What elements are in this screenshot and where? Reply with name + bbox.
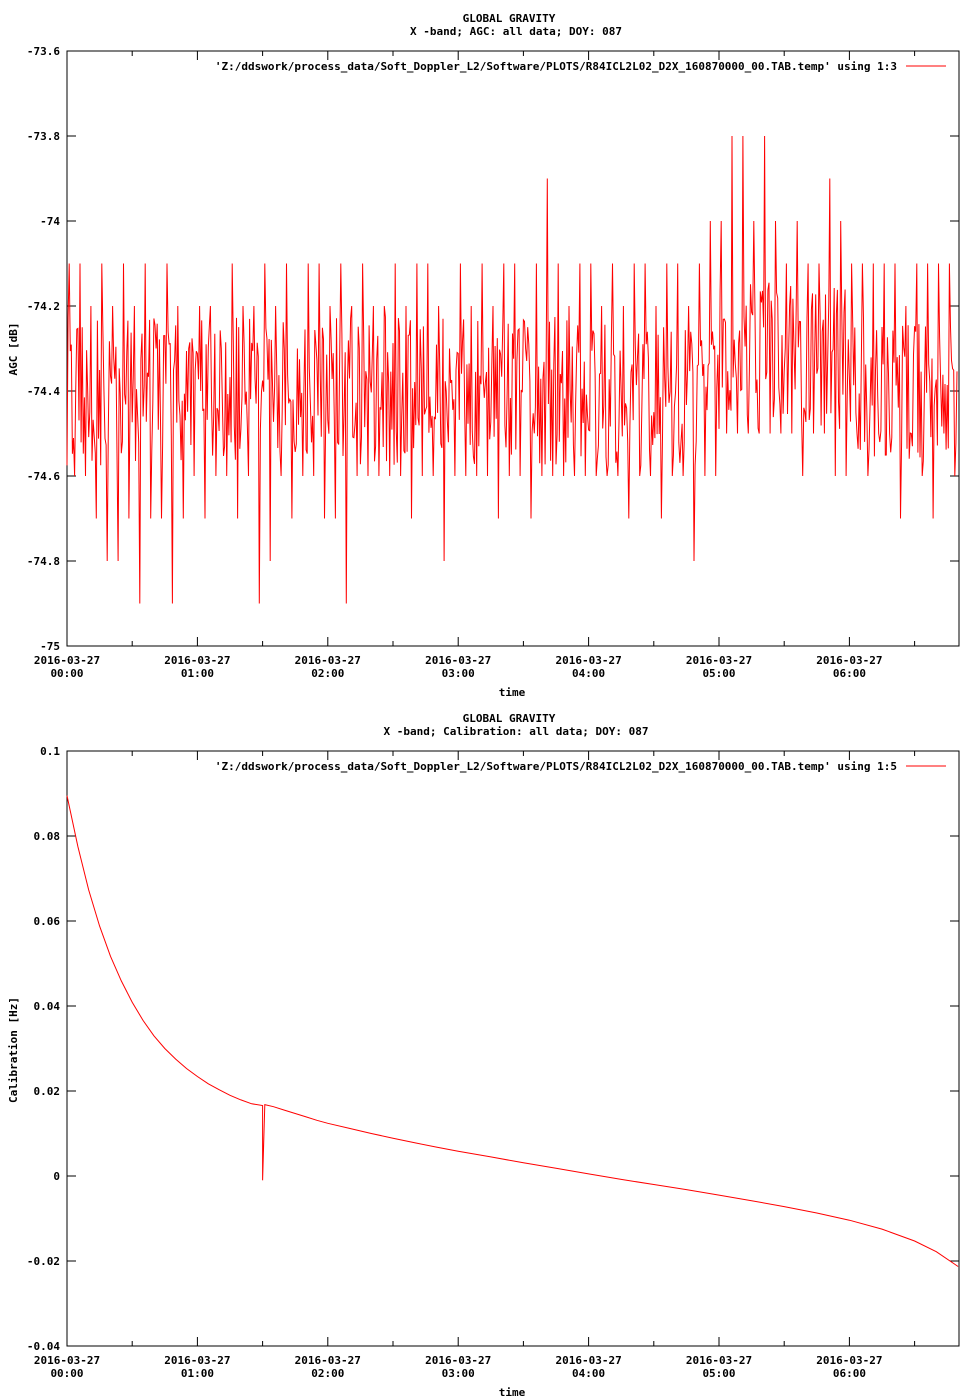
calibration-x-axis-label: time — [499, 1386, 526, 1399]
agc-y-axis-label: AGC [dB] — [7, 323, 20, 376]
agc-chart-subtitle: X -band; AGC: all data; DOY: 087 — [410, 25, 622, 38]
agc-chart: GLOBAL GRAVITY X -band; AGC: all data; D… — [7, 12, 960, 699]
agc-x-axis-label: time — [499, 686, 526, 699]
calibration-y-tick-label: 0.1 — [40, 745, 60, 758]
agc-x-tick-time: 04:00 — [572, 667, 605, 680]
calibration-legend-label: 'Z:/ddswork/process_data/Soft_Doppler_L2… — [215, 760, 897, 773]
agc-x-tick-time: 01:00 — [181, 667, 214, 680]
calibration-x-ticks: 2016-03-2700:002016-03-2701:002016-03-27… — [34, 751, 916, 1380]
agc-x-tick-time: 05:00 — [702, 667, 735, 680]
calibration-y-tick-label: -0.02 — [27, 1255, 60, 1268]
agc-y-tick-label: -75 — [40, 640, 60, 653]
agc-y-tick-label: -73.6 — [27, 45, 60, 58]
agc-x-ticks: 2016-03-2700:002016-03-2701:002016-03-27… — [34, 51, 916, 680]
calibration-x-tick-time: 02:00 — [311, 1367, 344, 1380]
calibration-chart: GLOBAL GRAVITY X -band; Calibration: all… — [7, 712, 960, 1399]
agc-x-tick-date: 2016-03-27 — [686, 654, 752, 667]
calibration-x-tick-time: 03:00 — [442, 1367, 475, 1380]
agc-y-tick-label: -74.6 — [27, 470, 60, 483]
agc-y-tick-label: -74.4 — [27, 385, 60, 398]
agc-y-tick-label: -74.2 — [27, 300, 60, 313]
agc-x-tick-time: 06:00 — [833, 667, 866, 680]
agc-x-tick-date: 2016-03-27 — [816, 654, 882, 667]
calibration-y-tick-label: 0 — [53, 1170, 60, 1183]
calibration-x-tick-time: 01:00 — [181, 1367, 214, 1380]
calibration-x-tick-time: 04:00 — [572, 1367, 605, 1380]
agc-y-tick-label: -74.8 — [27, 555, 60, 568]
agc-legend-label: 'Z:/ddswork/process_data/Soft_Doppler_L2… — [215, 60, 897, 73]
calibration-chart-subtitle: X -band; Calibration: all data; DOY: 087 — [384, 725, 649, 738]
calibration-y-tick-label: 0.06 — [34, 915, 61, 928]
calibration-x-tick-date: 2016-03-27 — [816, 1354, 882, 1367]
agc-x-tick-date: 2016-03-27 — [34, 654, 100, 667]
calibration-y-tick-label: -0.04 — [27, 1340, 60, 1353]
calibration-x-tick-time: 00:00 — [50, 1367, 83, 1380]
calibration-series-line — [66, 795, 959, 1267]
calibration-series — [66, 795, 959, 1267]
calibration-chart-title: GLOBAL GRAVITY — [463, 712, 556, 725]
calibration-x-tick-date: 2016-03-27 — [425, 1354, 491, 1367]
agc-x-tick-date: 2016-03-27 — [555, 654, 621, 667]
calibration-x-tick-date: 2016-03-27 — [295, 1354, 361, 1367]
calibration-x-tick-time: 06:00 — [833, 1367, 866, 1380]
calibration-y-tick-label: 0.02 — [34, 1085, 61, 1098]
calibration-x-tick-date: 2016-03-27 — [34, 1354, 100, 1367]
agc-y-tick-label: -73.8 — [27, 130, 60, 143]
calibration-x-tick-date: 2016-03-27 — [164, 1354, 230, 1367]
calibration-y-tick-label: 0.04 — [34, 1000, 61, 1013]
agc-series — [66, 135, 958, 604]
agc-plot-frame — [66, 50, 960, 647]
calibration-x-tick-date: 2016-03-27 — [555, 1354, 621, 1367]
calibration-y-tick-label: 0.08 — [34, 830, 61, 843]
agc-x-tick-date: 2016-03-27 — [295, 654, 361, 667]
agc-y-tick-label: -74 — [40, 215, 60, 228]
agc-x-tick-time: 03:00 — [442, 667, 475, 680]
calibration-y-axis-label: Calibration [Hz] — [7, 997, 20, 1103]
agc-x-tick-time: 00:00 — [50, 667, 83, 680]
calibration-x-tick-date: 2016-03-27 — [686, 1354, 752, 1367]
calibration-x-tick-time: 05:00 — [702, 1367, 735, 1380]
agc-x-tick-time: 02:00 — [311, 667, 344, 680]
agc-series-line — [66, 135, 958, 604]
calibration-y-ticks: 0.1 0.08 0.06 0.04 0.02 0 -0.02 -0.04 — [27, 745, 959, 1353]
calibration-plot-frame — [66, 750, 960, 1347]
agc-x-tick-date: 2016-03-27 — [164, 654, 230, 667]
agc-x-tick-date: 2016-03-27 — [425, 654, 491, 667]
agc-chart-title: GLOBAL GRAVITY — [463, 12, 556, 25]
